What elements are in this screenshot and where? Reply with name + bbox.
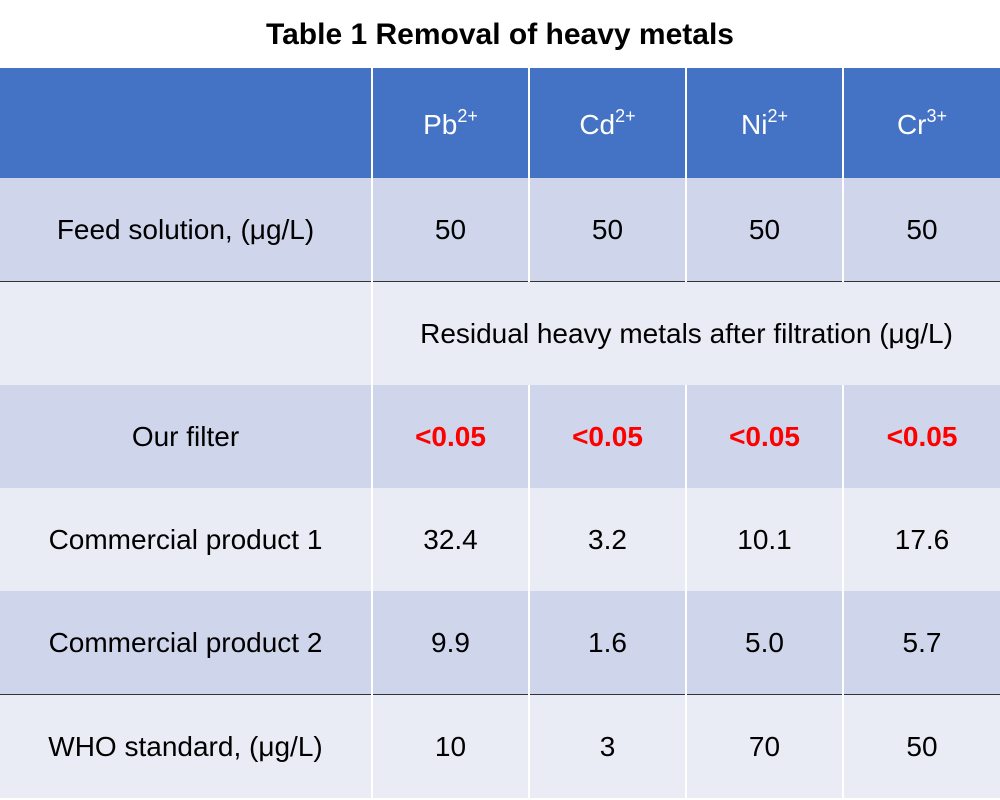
value-cell: <0.05 [685,385,843,488]
value-cell: 5.7 [842,591,1000,695]
header-corner [0,68,372,178]
row-label: Feed solution, (μg/L) [0,178,372,282]
section-label: Residual heavy metals after filtration (… [371,281,1000,385]
value-cell: 10 [371,694,529,798]
feed-row: Feed solution, (μg/L) 50 50 50 50 [0,178,1000,282]
standard-row: WHO standard, (μg/L) 10 3 70 50 [0,694,1000,798]
value-cell: 1.6 [528,591,686,695]
ion-symbol: Pb [423,108,458,140]
header-cell: Pb2+ [371,68,529,178]
value-cell: <0.05 [371,385,529,488]
ion-symbol: Cd [579,108,616,140]
section-row: Residual heavy metals after filtration (… [0,281,1000,385]
value-cell: 50 [842,694,1000,798]
value-cell: 3 [528,694,686,798]
header-cell: Cd2+ [528,68,686,178]
metals-table: Pb2+ Cd2+ Ni2+ Cr3+ Feed solution, (μg/L) 50 5… [0,68,1000,798]
value-cell: 50 [685,178,843,282]
header-cell: Cr3+ [842,68,1000,178]
value-cell: 10.1 [685,488,843,591]
value-cell: <0.05 [528,385,686,488]
value-cell: <0.05 [842,385,1000,488]
ion-charge: 2+ [615,105,636,126]
row-label: Commercial product 1 [0,488,372,591]
value-cell: 17.6 [842,488,1000,591]
ion-charge: 2+ [767,105,788,126]
ion-symbol: Cr [896,108,927,140]
ion-symbol: Ni [741,108,768,140]
value-cell: 50 [842,178,1000,282]
header-cell: Ni2+ [685,68,843,178]
row-label: WHO standard, (μg/L) [0,694,372,798]
value-cell: 3.2 [528,488,686,591]
data-row: Commercial product 1 32.4 3.2 10.1 17.6 [0,488,1000,591]
section-blank [0,281,372,385]
value-cell: 5.0 [685,591,843,695]
data-row: Our filter <0.05 <0.05 <0.05 <0.05 [0,385,1000,488]
data-row: Commercial product 2 9.9 1.6 5.0 5.7 [0,591,1000,695]
value-cell: 50 [528,178,686,282]
row-label: Our filter [0,385,372,488]
value-cell: 32.4 [371,488,529,591]
table-title: Table 1 Removal of heavy metals [266,18,734,51]
value-cell: 9.9 [371,591,529,695]
ion-charge: 2+ [457,105,478,126]
value-cell: 70 [685,694,843,798]
ion-charge: 3+ [926,105,948,126]
value-cell: 50 [371,178,529,282]
header-row: Pb2+ Cd2+ Ni2+ Cr3+ [0,68,1000,178]
row-label: Commercial product 2 [0,591,372,695]
